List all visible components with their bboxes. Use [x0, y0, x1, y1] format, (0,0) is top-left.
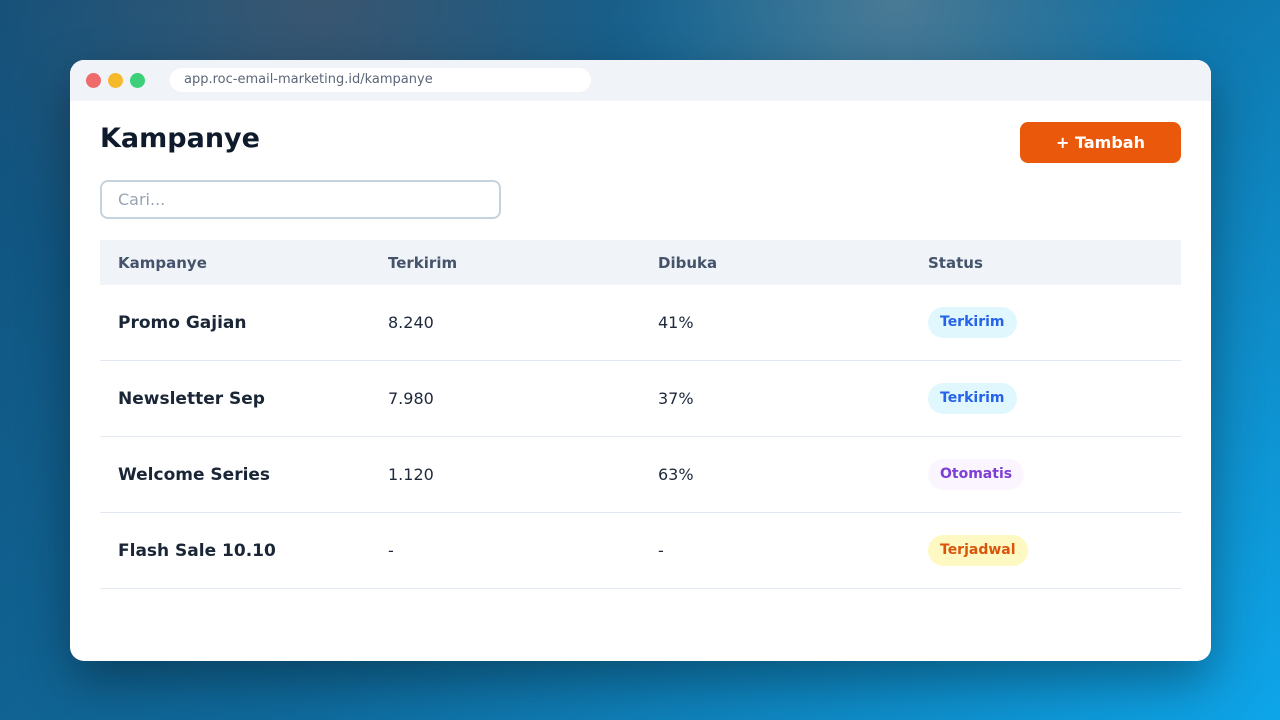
table-row[interactable]: Promo Gajian 8.240 41% Terkirim: [100, 285, 1181, 361]
column-header-sent[interactable]: Terkirim: [388, 253, 458, 272]
campaign-table: Kampanye Terkirim Dibuka Status Promo Ga…: [100, 240, 1181, 589]
sent-count: 1.120: [388, 465, 434, 484]
sent-count: -: [388, 541, 394, 560]
column-header-campaign[interactable]: Kampanye: [118, 253, 207, 272]
column-header-status[interactable]: Status: [928, 253, 983, 272]
main-content: Kampanye + Tambah Kampanye Terkirim Dibu…: [100, 101, 1181, 661]
campaign-name[interactable]: Promo Gajian: [118, 312, 247, 333]
column-header-opened[interactable]: Dibuka: [658, 253, 718, 272]
table-row[interactable]: Flash Sale 10.10 - - Terjadwal: [100, 513, 1181, 589]
minimize-window-button[interactable]: [108, 73, 123, 88]
open-rate: -: [658, 541, 664, 560]
status-cell: Terkirim: [910, 383, 1181, 414]
status-badge: Terkirim: [928, 383, 1017, 414]
sent-count: 7.980: [388, 389, 434, 408]
add-campaign-button[interactable]: + Tambah: [1020, 122, 1181, 163]
sent-count: 8.240: [388, 313, 434, 332]
open-rate: 37%: [658, 389, 694, 408]
campaign-name[interactable]: Welcome Series: [118, 464, 271, 485]
status-cell: Terjadwal: [910, 535, 1181, 566]
page-title: Kampanye: [100, 123, 260, 154]
close-window-button[interactable]: [86, 73, 101, 88]
campaign-name[interactable]: Flash Sale 10.10: [118, 540, 276, 561]
campaign-name[interactable]: Newsletter Sep: [118, 388, 265, 409]
browser-window: app.roc-email-marketing.id/kampanye Kamp…: [70, 60, 1211, 661]
table-header: Kampanye Terkirim Dibuka Status: [100, 240, 1181, 285]
maximize-window-button[interactable]: [130, 73, 145, 88]
status-cell: Terkirim: [910, 307, 1181, 338]
status-cell: Otomatis: [910, 459, 1181, 490]
status-badge: Terjadwal: [928, 535, 1028, 566]
table-row[interactable]: Newsletter Sep 7.980 37% Terkirim: [100, 361, 1181, 437]
status-badge: Otomatis: [928, 459, 1025, 490]
search-input[interactable]: [100, 180, 501, 219]
title-bar: app.roc-email-marketing.id/kampanye: [70, 60, 1211, 101]
address-bar[interactable]: app.roc-email-marketing.id/kampanye: [170, 68, 591, 92]
open-rate: 41%: [658, 313, 694, 332]
open-rate: 63%: [658, 465, 694, 484]
status-badge: Terkirim: [928, 307, 1017, 338]
table-row[interactable]: Welcome Series 1.120 63% Otomatis: [100, 437, 1181, 513]
